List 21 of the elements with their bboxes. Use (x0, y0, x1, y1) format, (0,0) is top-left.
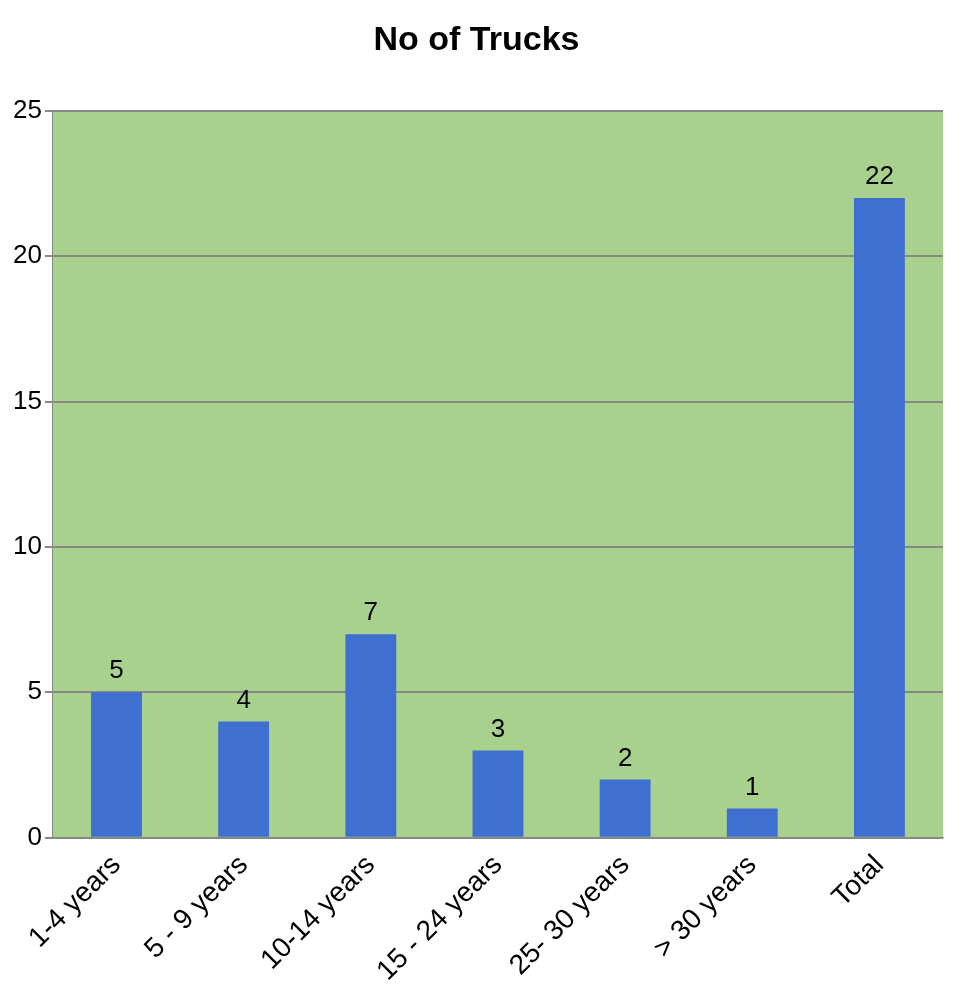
y-tick-label: 20 (13, 239, 42, 270)
data-label: 2 (617, 741, 633, 772)
bar (726, 808, 778, 837)
y-tick-label: 10 (13, 530, 42, 561)
data-label: 22 (864, 160, 894, 191)
bar (472, 750, 524, 837)
y-tick-label: 5 (27, 675, 42, 706)
bar (599, 779, 651, 837)
y-tick-label: 15 (13, 384, 42, 415)
bar (91, 692, 142, 837)
data-label: 4 (236, 683, 251, 714)
bar (345, 634, 397, 837)
y-tick-label: 0 (27, 820, 42, 851)
chart-title: No of Trucks (373, 18, 580, 57)
data-label: 5 (109, 654, 124, 685)
y-tick-label: 25 (13, 93, 42, 124)
bar (853, 198, 905, 837)
data-label: 3 (490, 712, 506, 743)
data-label: 1 (745, 770, 760, 801)
bar (218, 721, 270, 837)
data-label: 7 (363, 596, 379, 627)
